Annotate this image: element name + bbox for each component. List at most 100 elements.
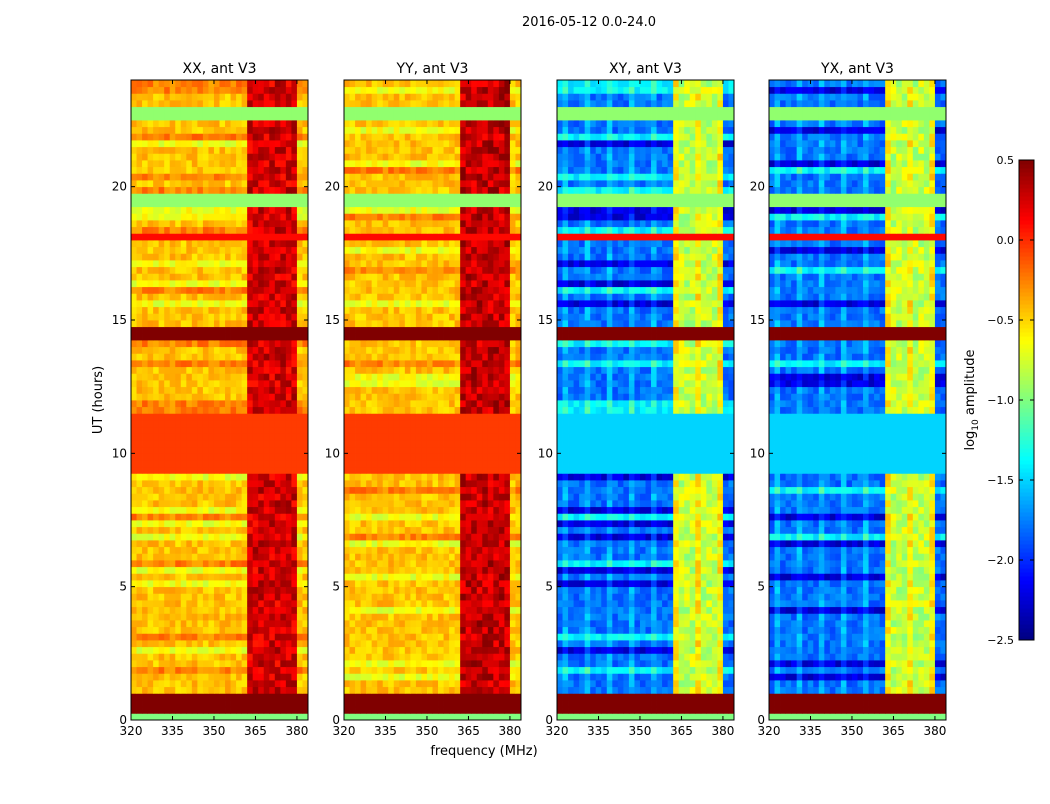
heatmap-cell [264, 373, 270, 380]
heatmap-cell [264, 293, 270, 300]
heatmap-cell [460, 507, 466, 514]
heatmap-cell [225, 460, 231, 467]
heatmap-cell [438, 613, 444, 620]
heatmap-cell [405, 487, 411, 494]
heatmap-cell [504, 507, 510, 514]
heatmap-cell [361, 513, 367, 520]
heatmap-cell [220, 520, 226, 527]
heatmap-cell [131, 493, 137, 500]
heatmap-cell [275, 433, 281, 440]
heatmap-cell [192, 100, 198, 107]
heatmap-cell [153, 473, 159, 480]
heatmap-cell [192, 333, 198, 340]
heatmap-cell [142, 247, 148, 254]
heatmap-cell [264, 687, 270, 694]
heatmap-cell [466, 347, 472, 354]
heatmap-cell [192, 160, 198, 167]
heatmap-cell [170, 493, 176, 500]
heatmap-cell [203, 613, 209, 620]
heatmap-cell [264, 673, 270, 680]
heatmap-cell [477, 413, 483, 420]
heatmap-cell [186, 167, 192, 174]
heatmap-cell [220, 633, 226, 640]
heatmap-cell [280, 240, 286, 247]
heatmap-cell [131, 487, 137, 494]
heatmap-cell [344, 360, 350, 367]
heatmap-cell [236, 480, 242, 487]
heatmap-cell [247, 587, 253, 594]
heatmap-cell [247, 80, 253, 87]
heatmap-cell [504, 573, 510, 580]
heatmap-cell [148, 287, 154, 294]
heatmap-cell [164, 540, 170, 547]
heatmap-cell [427, 440, 433, 447]
heatmap-cell [444, 567, 450, 574]
heatmap-cell [131, 527, 137, 534]
heatmap-cell [258, 380, 264, 387]
heatmap-cell [170, 593, 176, 600]
heatmap-cell [175, 193, 181, 200]
heatmap-cell [405, 540, 411, 547]
heatmap-cell [203, 367, 209, 374]
heatmap-cell [131, 473, 137, 480]
heatmap-cell [466, 600, 472, 607]
heatmap-cell [372, 600, 378, 607]
heatmap-cell [253, 367, 259, 374]
heatmap-cell [208, 553, 214, 560]
heatmap-cell [477, 467, 483, 474]
heatmap-cell [372, 413, 378, 420]
heatmap-cell [482, 487, 488, 494]
heatmap-cell [242, 527, 248, 534]
heatmap-cell [488, 367, 494, 374]
heatmap-cell [148, 233, 154, 240]
heatmap-cell [208, 240, 214, 247]
heatmap-cell [350, 560, 356, 567]
heatmap-cell [208, 213, 214, 220]
heatmap-cell [344, 620, 350, 627]
heatmap-cell [399, 567, 405, 574]
heatmap-cell [175, 407, 181, 414]
heatmap-cell [236, 540, 242, 547]
heatmap-cell [493, 407, 499, 414]
heatmap-cell [366, 520, 372, 527]
heatmap-cell [361, 393, 367, 400]
heatmap-cell [197, 587, 203, 594]
heatmap-cell [361, 653, 367, 660]
heatmap-cell [253, 387, 259, 394]
heatmap-cell [203, 507, 209, 514]
heatmap-cell [253, 560, 259, 567]
heatmap-cell [170, 480, 176, 487]
heatmap-cell [231, 147, 237, 154]
heatmap-cell [253, 547, 259, 554]
heatmap-cell [242, 100, 248, 107]
heatmap-cell [203, 167, 209, 174]
heatmap-cell [482, 420, 488, 427]
heatmap-cell [280, 393, 286, 400]
heatmap-cell [186, 660, 192, 667]
heatmap-cell [186, 500, 192, 507]
heatmap-cell [231, 640, 237, 647]
heatmap-cell [361, 553, 367, 560]
heatmap-cell [433, 680, 439, 687]
heatmap-cell [247, 360, 253, 367]
heatmap-cell [214, 80, 220, 87]
heatmap-cell [269, 227, 275, 234]
heatmap-cell [510, 713, 516, 720]
heatmap-cell [361, 333, 367, 340]
heatmap-cell [231, 453, 237, 460]
heatmap-cell [482, 533, 488, 540]
heatmap-cell [192, 520, 198, 527]
heatmap-cell [297, 353, 303, 360]
heatmap-cell [361, 687, 367, 694]
heatmap-cell [264, 80, 270, 87]
heatmap-cell [264, 513, 270, 520]
heatmap-cell [159, 313, 165, 320]
heatmap-cell [394, 593, 400, 600]
heatmap-cell [361, 647, 367, 654]
heatmap-cell [377, 673, 383, 680]
heatmap-cell [253, 373, 259, 380]
heatmap-cell [208, 167, 214, 174]
heatmap-cell [203, 573, 209, 580]
heatmap-cell [482, 493, 488, 500]
heatmap-cell [142, 340, 148, 347]
